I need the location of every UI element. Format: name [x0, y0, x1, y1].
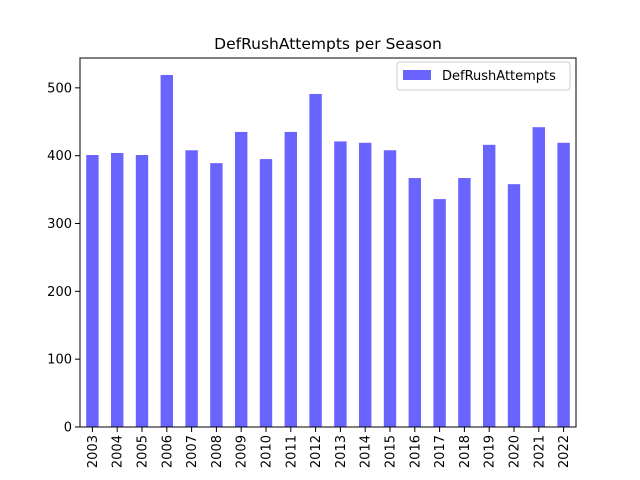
chart-title: DefRushAttempts per Season: [214, 35, 442, 53]
legend-label: DefRushAttempts: [442, 69, 556, 84]
bar-2021: [532, 127, 545, 427]
bar-2016: [408, 178, 421, 427]
x-tick-label: 2018: [458, 435, 473, 468]
y-tick-label: 400: [47, 149, 72, 164]
y-tick-label: 100: [47, 353, 72, 368]
x-tick-label: 2005: [136, 435, 151, 468]
x-tick-label: 2015: [384, 435, 399, 468]
bar-2008: [210, 163, 223, 427]
y-tick-label: 500: [47, 81, 72, 96]
x-tick-label: 2004: [111, 435, 126, 468]
x-tick-label: 2011: [284, 435, 299, 468]
x-tick-label: 2020: [508, 435, 523, 468]
y-tick-label: 300: [47, 217, 72, 232]
bar-2015: [383, 150, 397, 427]
bar-2004: [111, 152, 124, 427]
x-tick-label: 2013: [334, 435, 349, 468]
bar-2003: [86, 155, 99, 427]
bar-2010: [259, 159, 273, 427]
bar-2009: [235, 131, 248, 427]
bar-2017: [433, 199, 446, 427]
bar-2006: [160, 74, 173, 428]
bar-2005: [135, 155, 149, 427]
x-tick-label: 2016: [408, 435, 423, 468]
y-tick-label: 200: [47, 285, 72, 300]
bar-2012: [309, 93, 322, 427]
bar-2018: [458, 178, 471, 427]
bar-2022: [557, 142, 570, 428]
bar-2013: [334, 141, 347, 427]
bar-2019: [483, 144, 496, 427]
x-tick-label: 2012: [309, 435, 324, 468]
x-tick-label: 2019: [483, 435, 498, 468]
x-tick-label: 2021: [532, 435, 547, 468]
x-tick-label: 2008: [210, 435, 225, 468]
x-tick-label: 2007: [185, 435, 200, 468]
x-tick-label: 2022: [557, 435, 572, 468]
bar-2020: [507, 184, 521, 427]
bars-layer: [86, 74, 570, 428]
bar-2014: [359, 142, 372, 428]
x-tick-label: 2006: [160, 435, 175, 468]
x-tick-label: 2010: [260, 435, 275, 468]
x-tick-label: 2009: [235, 435, 250, 468]
bar-2007: [185, 150, 198, 427]
axes-layer: 0 100 200 300 400 500 2003 2004 2005 2006 2007 2008…: [47, 57, 577, 468]
x-tick-label: 2014: [359, 435, 374, 468]
y-tick-label: 0: [64, 421, 72, 436]
axes-frame: [79, 57, 577, 428]
legend-swatch: [403, 70, 431, 80]
legend: DefRushAttempts: [396, 61, 571, 91]
legend-box: [396, 61, 571, 91]
bar-2011: [284, 131, 297, 427]
x-tick-label: 2003: [86, 435, 101, 468]
x-tick-label: 2017: [433, 435, 448, 468]
